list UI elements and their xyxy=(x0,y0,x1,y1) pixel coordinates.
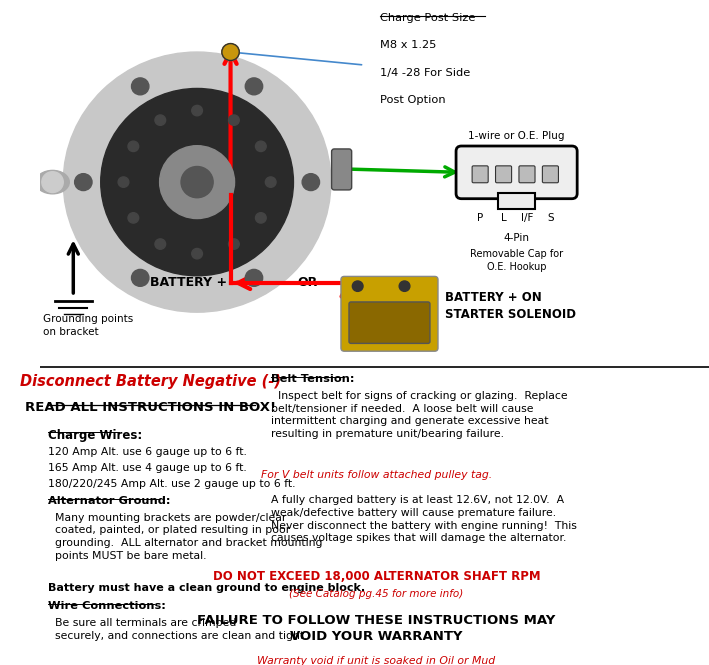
Circle shape xyxy=(63,52,331,312)
Text: Inspect belt for signs of cracking or glazing.  Replace
belt/tensioner if needed: Inspect belt for signs of cracking or gl… xyxy=(271,391,567,440)
FancyBboxPatch shape xyxy=(519,166,535,183)
Circle shape xyxy=(352,281,363,291)
Circle shape xyxy=(245,269,262,287)
FancyBboxPatch shape xyxy=(341,277,438,351)
Text: M8 x 1.25: M8 x 1.25 xyxy=(380,41,436,51)
FancyBboxPatch shape xyxy=(472,166,489,183)
Text: 1/4 -28 For Side: 1/4 -28 For Side xyxy=(380,68,470,78)
Ellipse shape xyxy=(36,170,69,194)
Text: READ ALL INSTRUCTIONS IN BOX!: READ ALL INSTRUCTIONS IN BOX! xyxy=(25,401,276,414)
Circle shape xyxy=(160,146,235,219)
FancyBboxPatch shape xyxy=(542,166,559,183)
Text: Wire Connections:: Wire Connections: xyxy=(48,601,166,611)
Text: S: S xyxy=(547,213,554,223)
Circle shape xyxy=(101,88,294,276)
Text: 1-wire or O.E. Plug: 1-wire or O.E. Plug xyxy=(469,132,565,142)
Text: BATTERY + ON
STARTER SOLENOID: BATTERY + ON STARTER SOLENOID xyxy=(445,291,576,321)
FancyBboxPatch shape xyxy=(498,194,535,209)
Text: 4-Pin: 4-Pin xyxy=(503,233,530,243)
Circle shape xyxy=(128,141,139,152)
Text: OR: OR xyxy=(298,277,318,289)
Text: For V belt units follow attached pulley tag.: For V belt units follow attached pulley … xyxy=(261,470,492,480)
Text: Charge Wires:: Charge Wires: xyxy=(48,429,142,442)
Circle shape xyxy=(155,115,166,126)
Circle shape xyxy=(228,239,239,249)
Circle shape xyxy=(155,239,166,249)
Text: DO NOT EXCEED 18,000 ALTERNATOR SHAFT RPM: DO NOT EXCEED 18,000 ALTERNATOR SHAFT RP… xyxy=(213,570,540,583)
Circle shape xyxy=(191,249,203,259)
Text: L: L xyxy=(501,213,506,223)
Text: 165 Amp Alt. use 4 gauge up to 6 ft.: 165 Amp Alt. use 4 gauge up to 6 ft. xyxy=(48,463,247,473)
Text: Removable Cap for
O.E. Hookup: Removable Cap for O.E. Hookup xyxy=(470,249,563,272)
FancyBboxPatch shape xyxy=(496,166,512,183)
Circle shape xyxy=(74,174,92,191)
Circle shape xyxy=(302,174,320,191)
Circle shape xyxy=(245,78,262,95)
Circle shape xyxy=(128,213,139,223)
Text: Alternator Ground:: Alternator Ground: xyxy=(48,495,170,505)
Text: (See Catalog pg.45 for more info): (See Catalog pg.45 for more info) xyxy=(289,589,464,599)
Circle shape xyxy=(255,141,266,152)
Circle shape xyxy=(399,281,410,291)
Text: Battery must have a clean ground to engine block.: Battery must have a clean ground to engi… xyxy=(48,583,365,593)
Text: I/F: I/F xyxy=(521,213,533,223)
Text: Be sure all terminals are crimped
  securely, and connections are clean and tigh: Be sure all terminals are crimped secure… xyxy=(48,618,308,640)
Circle shape xyxy=(228,115,239,126)
Circle shape xyxy=(191,105,203,116)
Text: P: P xyxy=(477,213,484,223)
Text: A fully charged battery is at least 12.6V, not 12.0V.  A
weak/defective battery : A fully charged battery is at least 12.6… xyxy=(271,495,576,543)
Text: Warranty void if unit is soaked in Oil or Mud: Warranty void if unit is soaked in Oil o… xyxy=(257,656,496,665)
Circle shape xyxy=(181,166,213,198)
Circle shape xyxy=(255,213,266,223)
Text: Charge Post Size: Charge Post Size xyxy=(380,13,475,23)
Circle shape xyxy=(265,177,276,188)
Circle shape xyxy=(222,44,239,61)
Text: 180/220/245 Amp Alt. use 2 gauge up to 6 ft.: 180/220/245 Amp Alt. use 2 gauge up to 6… xyxy=(48,479,296,489)
FancyBboxPatch shape xyxy=(456,146,577,199)
Text: Disconnect Battery Negative (-): Disconnect Battery Negative (-) xyxy=(20,374,281,389)
Circle shape xyxy=(131,269,149,287)
Circle shape xyxy=(42,172,63,192)
FancyBboxPatch shape xyxy=(332,149,352,190)
Text: Many mounting brackets are powder/clear
  coated, painted, or plated resulting i: Many mounting brackets are powder/clear … xyxy=(48,513,323,561)
Text: Belt Tension:: Belt Tension: xyxy=(271,374,354,384)
Circle shape xyxy=(131,78,149,95)
Text: BATTERY +: BATTERY + xyxy=(150,277,228,289)
Text: Grounding points
on bracket: Grounding points on bracket xyxy=(43,314,133,336)
Text: 120 Amp Alt. use 6 gauge up to 6 ft.: 120 Amp Alt. use 6 gauge up to 6 ft. xyxy=(48,447,247,457)
Text: Post Option: Post Option xyxy=(380,95,445,105)
FancyBboxPatch shape xyxy=(349,302,430,343)
Circle shape xyxy=(118,177,129,188)
Text: FAILURE TO FOLLOW THESE INSTRUCTIONS MAY
VOID YOUR WARRANTY: FAILURE TO FOLLOW THESE INSTRUCTIONS MAY… xyxy=(197,614,556,643)
